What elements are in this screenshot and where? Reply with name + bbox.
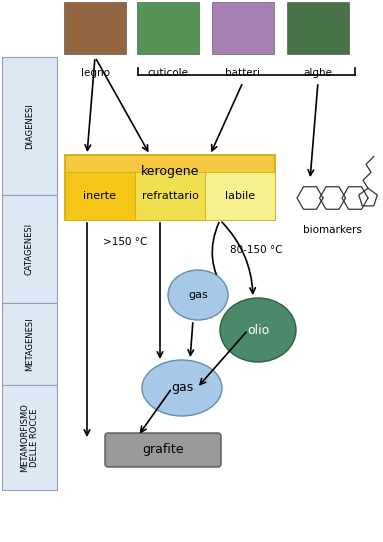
Text: kerogene: kerogene: [141, 165, 199, 178]
Text: DIAGENESI: DIAGENESI: [25, 103, 34, 149]
Text: olio: olio: [247, 324, 269, 337]
Text: legno: legno: [80, 68, 110, 78]
Text: inerte: inerte: [83, 191, 116, 201]
Ellipse shape: [220, 298, 296, 362]
Bar: [137, 2, 199, 54]
Bar: [135, 172, 205, 220]
Ellipse shape: [142, 360, 222, 416]
Ellipse shape: [168, 270, 228, 320]
Text: METAMORFISMO
DELLE ROCCE: METAMORFISMO DELLE ROCCE: [20, 403, 39, 472]
Text: batteri: batteri: [226, 68, 260, 78]
Bar: [205, 172, 275, 220]
Bar: [212, 2, 274, 54]
Text: refrattario: refrattario: [142, 191, 198, 201]
Text: METAGENESI: METAGENESI: [25, 317, 34, 371]
Bar: [287, 2, 349, 54]
Text: biomarkers: biomarkers: [303, 225, 362, 235]
Text: labile: labile: [225, 191, 255, 201]
Bar: [2, 385, 57, 490]
Bar: [2, 57, 57, 195]
Text: >150 °C: >150 °C: [103, 237, 147, 247]
Bar: [2, 195, 57, 303]
Text: gas: gas: [171, 382, 193, 395]
Bar: [65, 155, 275, 220]
FancyBboxPatch shape: [105, 433, 221, 467]
Bar: [65, 172, 135, 220]
Text: grafite: grafite: [142, 443, 184, 456]
Bar: [2, 303, 57, 385]
Text: gas: gas: [188, 290, 208, 300]
Text: CATAGENESI: CATAGENESI: [25, 223, 34, 275]
Text: 80-150 °C: 80-150 °C: [230, 245, 283, 255]
Text: alghe: alghe: [303, 68, 332, 78]
Text: cuticole: cuticole: [147, 68, 188, 78]
Bar: [64, 2, 126, 54]
